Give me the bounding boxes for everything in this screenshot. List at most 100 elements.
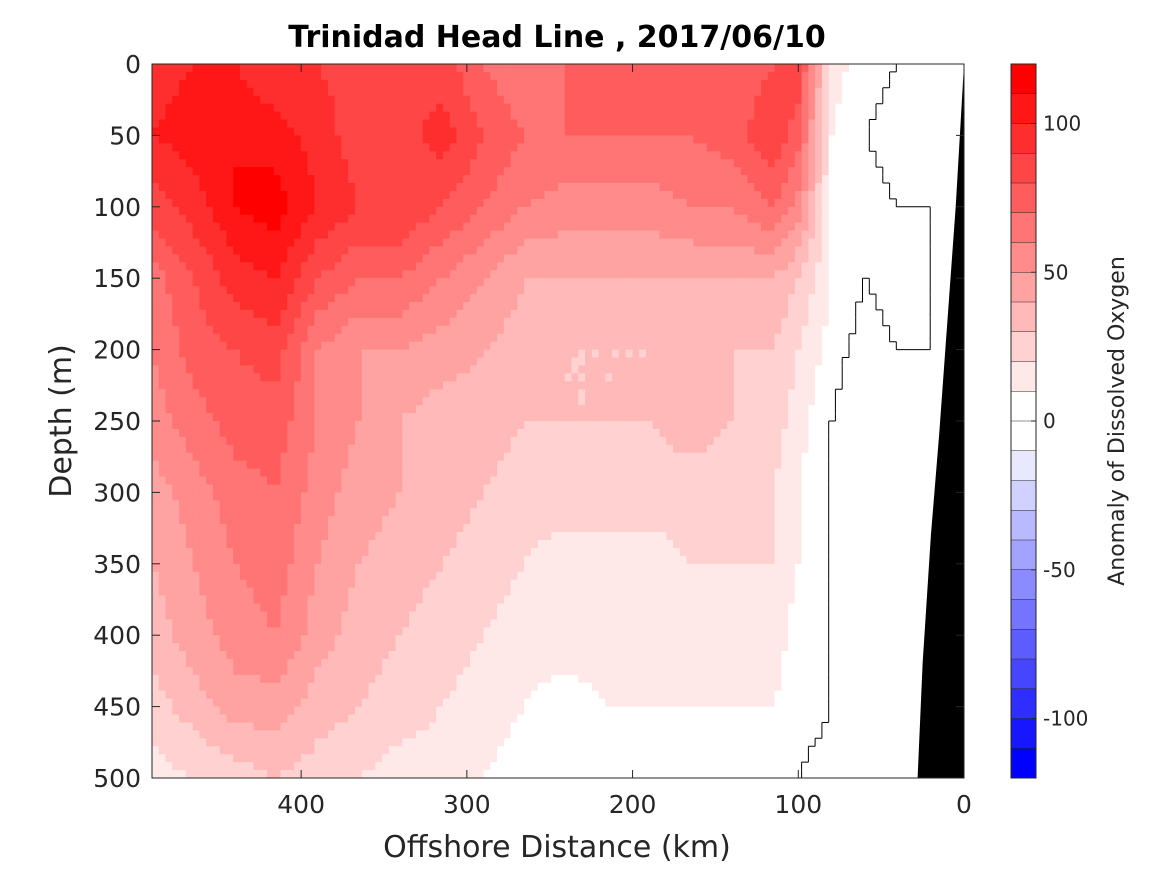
field-cell [788, 317, 796, 327]
field-cell [355, 317, 363, 327]
field-cell [794, 365, 803, 374]
field-cell [713, 87, 721, 97]
field-cell [645, 246, 654, 255]
field-cell [422, 341, 431, 351]
field-cell [774, 198, 782, 208]
field-cell [246, 294, 255, 303]
field-cell [192, 309, 200, 319]
field-cell [652, 365, 661, 374]
field-cell [375, 389, 383, 398]
field-cell [212, 238, 221, 248]
field-cell [321, 349, 329, 359]
field-cell [375, 151, 383, 160]
field-cell [483, 190, 491, 200]
field-cell [226, 309, 234, 319]
field-cell [761, 198, 769, 208]
field-cell [321, 270, 329, 279]
field-cell [842, 262, 850, 271]
field-cell [578, 381, 586, 390]
field-cell [896, 119, 904, 129]
field-cell [882, 262, 891, 271]
field-cell [361, 119, 370, 129]
field-cell [355, 278, 363, 287]
field-cell [835, 143, 843, 152]
field-cell [876, 357, 884, 367]
field-cell [267, 64, 275, 73]
field-cell [612, 246, 620, 255]
field-cell [361, 127, 370, 136]
field-cell [361, 302, 370, 311]
field-cell [239, 127, 248, 136]
field-cell [476, 214, 485, 224]
field-cell [415, 159, 424, 168]
field-cell [645, 79, 654, 89]
field-cell [530, 95, 539, 105]
field-cell [206, 357, 214, 367]
field-cell [835, 87, 843, 97]
field-cell [652, 341, 661, 351]
field-cell [355, 198, 363, 208]
field-cell [551, 190, 559, 200]
field-cell [727, 151, 735, 160]
field-cell [801, 270, 809, 279]
field-cell [801, 302, 809, 311]
field-cell [808, 87, 816, 97]
field-cell [544, 71, 552, 81]
field-cell [497, 135, 505, 144]
field-cell [415, 333, 424, 343]
field-cell [747, 151, 755, 160]
field-cell [246, 79, 255, 89]
field-cell [943, 183, 952, 192]
field-cell [436, 159, 444, 168]
field-cell [828, 270, 837, 279]
field-cell [848, 325, 857, 335]
field-cell [327, 333, 336, 343]
field-cell [943, 111, 952, 121]
field-cell [564, 87, 573, 97]
field-cell [226, 357, 234, 367]
field-cell [470, 317, 478, 327]
field-cell [713, 119, 721, 129]
field-cell [639, 111, 647, 121]
field-cell [625, 64, 634, 73]
field-cell [835, 294, 843, 303]
field-cell [490, 373, 498, 382]
field-cell [774, 238, 782, 248]
field-cell [781, 262, 789, 271]
field-cell [916, 286, 924, 295]
field-cell [537, 95, 546, 105]
field-cell [442, 222, 451, 232]
field-cell [327, 373, 336, 382]
field-cell [720, 325, 728, 335]
field-cell [632, 167, 640, 176]
field-cell [199, 389, 207, 398]
field-cell [869, 325, 877, 335]
field-cell [558, 262, 566, 271]
field-cell [727, 317, 735, 327]
field-cell [307, 254, 315, 263]
field-cell [801, 349, 809, 359]
field-cell [700, 175, 708, 184]
field-cell [348, 71, 356, 81]
field-cell [781, 119, 789, 129]
field-cell [848, 151, 857, 160]
field-cell [530, 349, 539, 359]
field-cell [909, 341, 918, 351]
field-cell [788, 365, 796, 374]
field-cell [625, 167, 634, 176]
field-cell [199, 270, 207, 279]
field-cell [558, 278, 566, 287]
field-cell [733, 357, 742, 367]
field-cell [192, 294, 200, 303]
field-cell [442, 333, 451, 343]
field-cell [605, 190, 613, 200]
field-cell [923, 64, 931, 73]
field-cell [273, 278, 282, 287]
field-cell [821, 183, 830, 192]
field-cell [456, 87, 464, 97]
field-cell [463, 127, 471, 136]
field-cell [530, 127, 539, 136]
field-cell [794, 95, 803, 105]
field-cell [219, 175, 228, 184]
field-cell [848, 143, 857, 152]
